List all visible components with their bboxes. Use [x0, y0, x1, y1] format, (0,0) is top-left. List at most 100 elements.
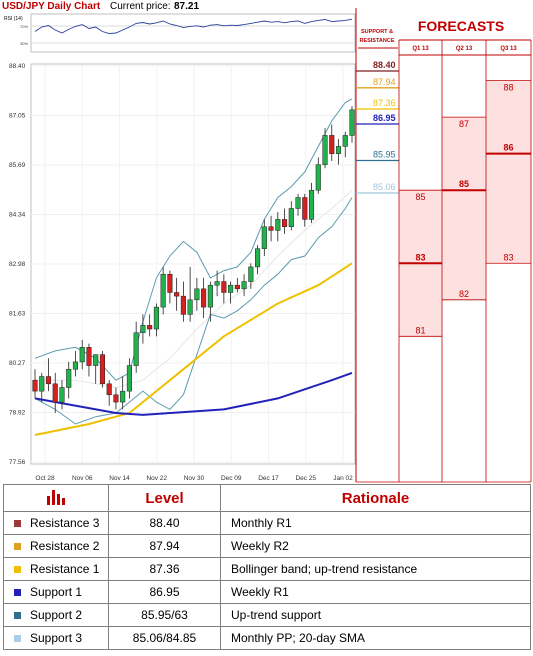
- sr-title-2: RESISTANCE: [359, 38, 394, 44]
- table-row: Resistance 1 87.36 Bollinger band; up-tren…: [3, 557, 531, 581]
- table-header-level: Level: [108, 484, 221, 512]
- row-name: Resistance 2: [3, 534, 109, 558]
- row-name: Resistance 1: [3, 557, 109, 581]
- candle: [187, 266, 193, 322]
- sr-level-label: 85.06: [373, 182, 396, 192]
- forecast-high-label: 87: [459, 119, 469, 129]
- table-row: Support 1 86.95 Weekly R1: [3, 580, 531, 604]
- forecast-high-label: 85: [415, 192, 425, 202]
- sr-level-label: 85.95: [373, 150, 396, 160]
- series-line-2: [34, 98, 353, 381]
- candle: [59, 380, 65, 410]
- bar-chart-icon: [47, 490, 65, 505]
- forecast-mid-label: 85: [459, 179, 469, 189]
- candle: [113, 387, 119, 410]
- forecast-quarter-label: Q2 13: [456, 46, 473, 52]
- forecast-low-label: 82: [459, 289, 469, 299]
- y-tick-label: 84.34: [9, 212, 26, 219]
- current-price-label: Current price:: [110, 1, 171, 12]
- candle: [308, 182, 315, 224]
- row-swatch: [14, 635, 21, 643]
- candle: [295, 193, 301, 216]
- series-line-1: [34, 262, 353, 436]
- row-swatch: [14, 589, 21, 597]
- y-tick-label: 80.27: [9, 360, 26, 367]
- forecast-range: [486, 80, 531, 264]
- x-tick-label: Jan 02: [333, 475, 353, 482]
- row-rationale: Up-trend support: [220, 603, 531, 627]
- candle: [207, 281, 213, 322]
- candle: [194, 277, 200, 311]
- forecast-quarter-label: Q3 13: [500, 46, 517, 52]
- forecast-range: [442, 117, 486, 300]
- candle: [174, 277, 180, 311]
- candle: [160, 266, 166, 315]
- row-name: Resistance 3: [3, 511, 109, 535]
- y-tick-label: 77.56: [9, 459, 26, 466]
- x-tick-label: Dec 25: [295, 475, 316, 482]
- y-tick-label: 81.63: [9, 311, 26, 318]
- x-tick-label: Nov 14: [109, 475, 130, 482]
- y-tick-label: 85.69: [9, 162, 26, 169]
- row-rationale: Monthly PP; 20-day SMA: [220, 626, 531, 650]
- row-name: Support 1: [3, 580, 109, 604]
- row-name-text: Resistance 2: [30, 539, 100, 553]
- candle: [329, 124, 335, 161]
- row-rationale: Bollinger band; up-trend resistance: [220, 557, 531, 581]
- forecast-mid-label: 86: [503, 143, 513, 153]
- row-name: Support 3: [3, 626, 109, 650]
- row-level: 87.36: [108, 557, 221, 581]
- table-header-row: Level Rationale: [3, 484, 531, 512]
- table-header-rationale: Rationale: [220, 484, 531, 512]
- candle: [86, 343, 92, 377]
- candle: [288, 201, 294, 231]
- y-tick-label: 87.05: [9, 113, 26, 120]
- candle: [140, 314, 146, 344]
- candle: [106, 380, 112, 406]
- forecasts-title: FORECASTS: [418, 18, 504, 34]
- current-price-value: 87.21: [174, 1, 199, 12]
- candle: [201, 277, 207, 319]
- row-name: Support 2: [3, 603, 109, 627]
- candle: [228, 281, 234, 304]
- row-rationale: Monthly R1: [220, 511, 531, 535]
- x-tick-label: Nov 06: [72, 475, 93, 482]
- y-tick-label: 78.92: [9, 410, 26, 417]
- sr-level-label: 86.95: [373, 113, 396, 123]
- candle: [275, 212, 281, 242]
- candle: [32, 369, 38, 399]
- table-row: Resistance 3 88.40 Monthly R1: [3, 511, 531, 535]
- row-name-text: Resistance 3: [30, 516, 100, 530]
- table-row: Resistance 2 87.94 Weekly R2: [3, 534, 531, 558]
- forecast-low-label: 81: [415, 325, 425, 335]
- x-tick-label: Dec 17: [258, 475, 279, 482]
- sr-title-1: SUPPORT &: [361, 29, 393, 35]
- candle: [282, 208, 288, 235]
- table-row: Support 3 85.06/84.85 Monthly PP; 20-day S…: [3, 626, 531, 650]
- candle: [349, 106, 355, 143]
- usdjpy-chart: RSI (14) 70% 30% 88.40 87.05 85.69 84.34 82.98…: [2, 1, 532, 483]
- sr-level-label: 88.40: [373, 60, 396, 70]
- sr-level-label: 87.36: [373, 98, 396, 108]
- row-level: 87.94: [108, 534, 221, 558]
- rsi-label: RSI (14): [4, 16, 23, 22]
- row-name-text: Resistance 1: [30, 562, 100, 576]
- candle: [126, 358, 132, 399]
- candle: [335, 139, 342, 165]
- row-rationale: Weekly R1: [220, 580, 531, 604]
- x-tick-label: Oct 28: [35, 475, 55, 482]
- candle: [180, 281, 186, 322]
- forecast-mid-label: 83: [415, 252, 425, 262]
- series-line-0: [34, 371, 353, 416]
- row-level: 85.06/84.85: [108, 626, 221, 650]
- table-header-icon: [3, 484, 109, 512]
- candle: [66, 361, 72, 399]
- forecast-quarter-label: Q1 13: [412, 46, 429, 52]
- candle: [72, 350, 79, 377]
- row-swatch: [14, 543, 21, 551]
- y-tick-label: 82.98: [9, 261, 26, 268]
- forecast-high-label: 88: [503, 83, 513, 93]
- rsi-level-70: 70%: [20, 24, 28, 29]
- candle: [255, 245, 261, 275]
- row-swatch: [14, 520, 21, 528]
